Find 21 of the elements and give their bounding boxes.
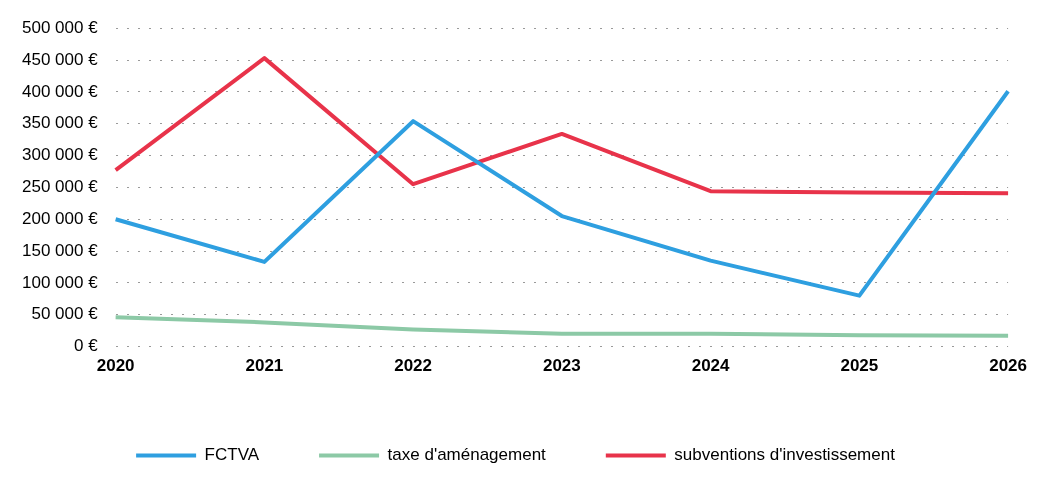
y-tick-label: 100 000 €	[21, 272, 99, 292]
y-tick-label: 500 000 €	[21, 17, 99, 37]
y-tick-label: 50 000 €	[31, 304, 99, 324]
x-tick-label: 2026	[989, 356, 1027, 376]
x-tick-label: 2024	[691, 356, 731, 376]
x-tick-label: 2025	[840, 356, 879, 376]
y-tick-label: 150 000 €	[21, 240, 99, 260]
y-tick-label: 350 000 €	[21, 113, 99, 133]
y-tick-label: 400 000 €	[21, 81, 99, 101]
y-tick-label: 200 000 €	[21, 208, 99, 228]
legend-label: FCTVA	[204, 445, 260, 465]
legend-label: taxe d'aménagement	[387, 445, 547, 465]
y-tick-label: 0 €	[73, 336, 99, 356]
x-tick-label: 2022	[394, 356, 433, 376]
x-tick-label: 2023	[542, 356, 581, 376]
y-tick-label: 450 000 €	[21, 49, 99, 69]
y-tick-label: 250 000 €	[21, 177, 99, 197]
y-tick-label: 300 000 €	[21, 145, 99, 165]
x-tick-label: 2020	[96, 356, 135, 376]
legend-label: subventions d'investissement	[674, 445, 896, 465]
x-tick-label: 2021	[245, 356, 284, 376]
